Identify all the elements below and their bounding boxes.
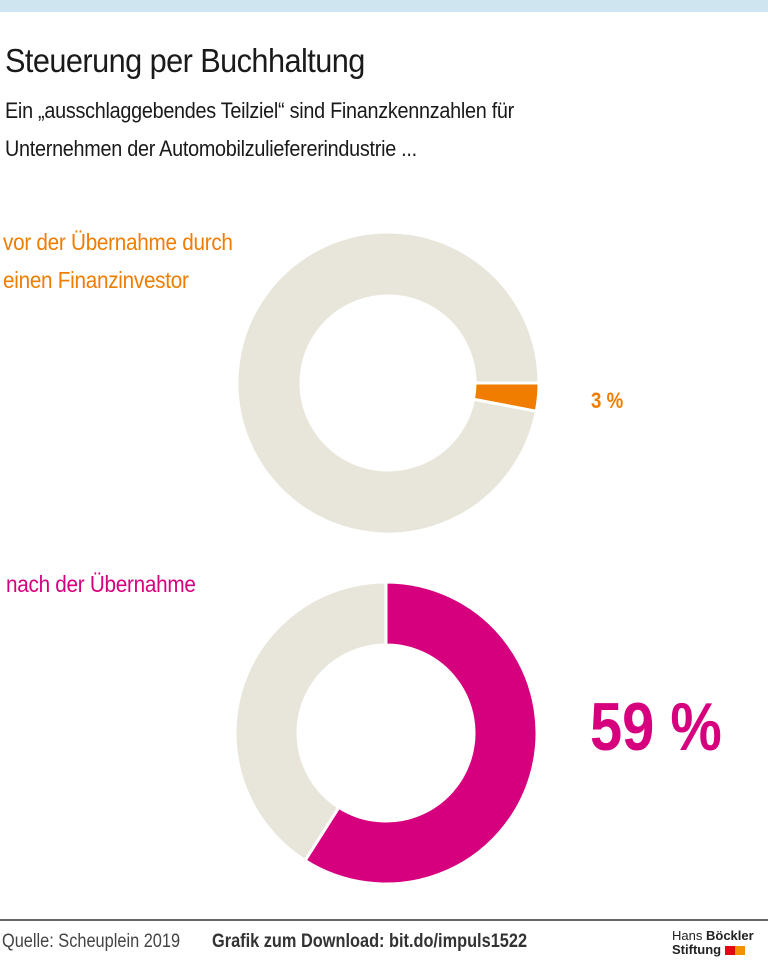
source-text: Quelle: Scheuplein 2019 [2, 931, 181, 952]
download-link[interactable]: Grafik zum Download: bit.do/impuls1522 [212, 931, 528, 952]
after-label: nach der Übernahme [6, 571, 196, 597]
before-value-label: 3 % [591, 388, 624, 413]
donut-1-remainder-slice [233, 580, 388, 863]
hans-boeckler-logo: Hans Böckler Stiftung [672, 929, 754, 957]
logo-red-square [724, 946, 735, 956]
footer-rule [0, 919, 768, 921]
logo-text-stiftung: Stiftung [672, 942, 722, 957]
subtitle-line-1: Ein „ausschlaggebendes Teilziel“ sind Fi… [5, 98, 515, 123]
logo-orange-square [734, 946, 745, 956]
after-value-label: 59 % [590, 689, 722, 765]
donut-1-highlight-slice [303, 580, 539, 886]
logo-text-boeckler: Böckler [705, 928, 754, 943]
before-label-line-1: vor der Übernahme durch [3, 229, 233, 255]
chart-title: Steuerung per Buchhaltung [5, 42, 365, 79]
before-label-line-2: einen Finanzinvestor [3, 267, 189, 293]
top-band [0, 0, 768, 12]
donut-0-remainder-slice [235, 230, 541, 536]
subtitle-line-2: Unternehmen der Automobilzuliefererindus… [5, 136, 417, 161]
logo-text-hans: Hans [672, 928, 703, 943]
